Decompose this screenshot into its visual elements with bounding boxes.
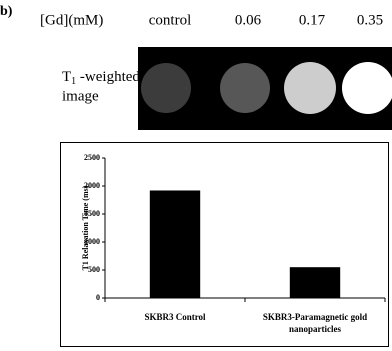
column-label: control [149,12,192,28]
sample-spot [220,63,270,113]
x-tick-label: SKBR3 Control [144,312,206,322]
column-label: 0.35 [357,12,383,28]
y-tick-label: 500 [88,265,100,274]
row-label-rest: -weighted [76,69,140,85]
row-label-sub: 1 [71,76,76,87]
y-tick-label: 1000 [84,237,100,246]
sample-spot [342,62,392,114]
bar [149,190,201,298]
y-tick-label: 0 [96,293,100,302]
sample-spot [141,63,191,113]
row-label-main: T [62,69,71,85]
y-tick-label: 1500 [84,209,100,218]
x-tick-label: SKBR3-Paramagnetic gold nanoparticles [262,312,368,334]
y-axis-label: T1 Relaxation Time (ms) [81,185,90,270]
column-label: 0.06 [235,12,262,28]
row-label: image [62,88,99,104]
sample-spot [284,62,336,114]
concentration-label: [Gd](mM) [40,12,103,28]
chart-frame [60,142,389,347]
bar [289,267,341,298]
row-label: T1 -weighted [62,69,140,87]
y-tick-label: 2000 [84,181,100,190]
y-tick-label: 2500 [84,153,100,162]
column-label: 0.17 [299,12,326,28]
panel-label: b) [0,4,13,19]
